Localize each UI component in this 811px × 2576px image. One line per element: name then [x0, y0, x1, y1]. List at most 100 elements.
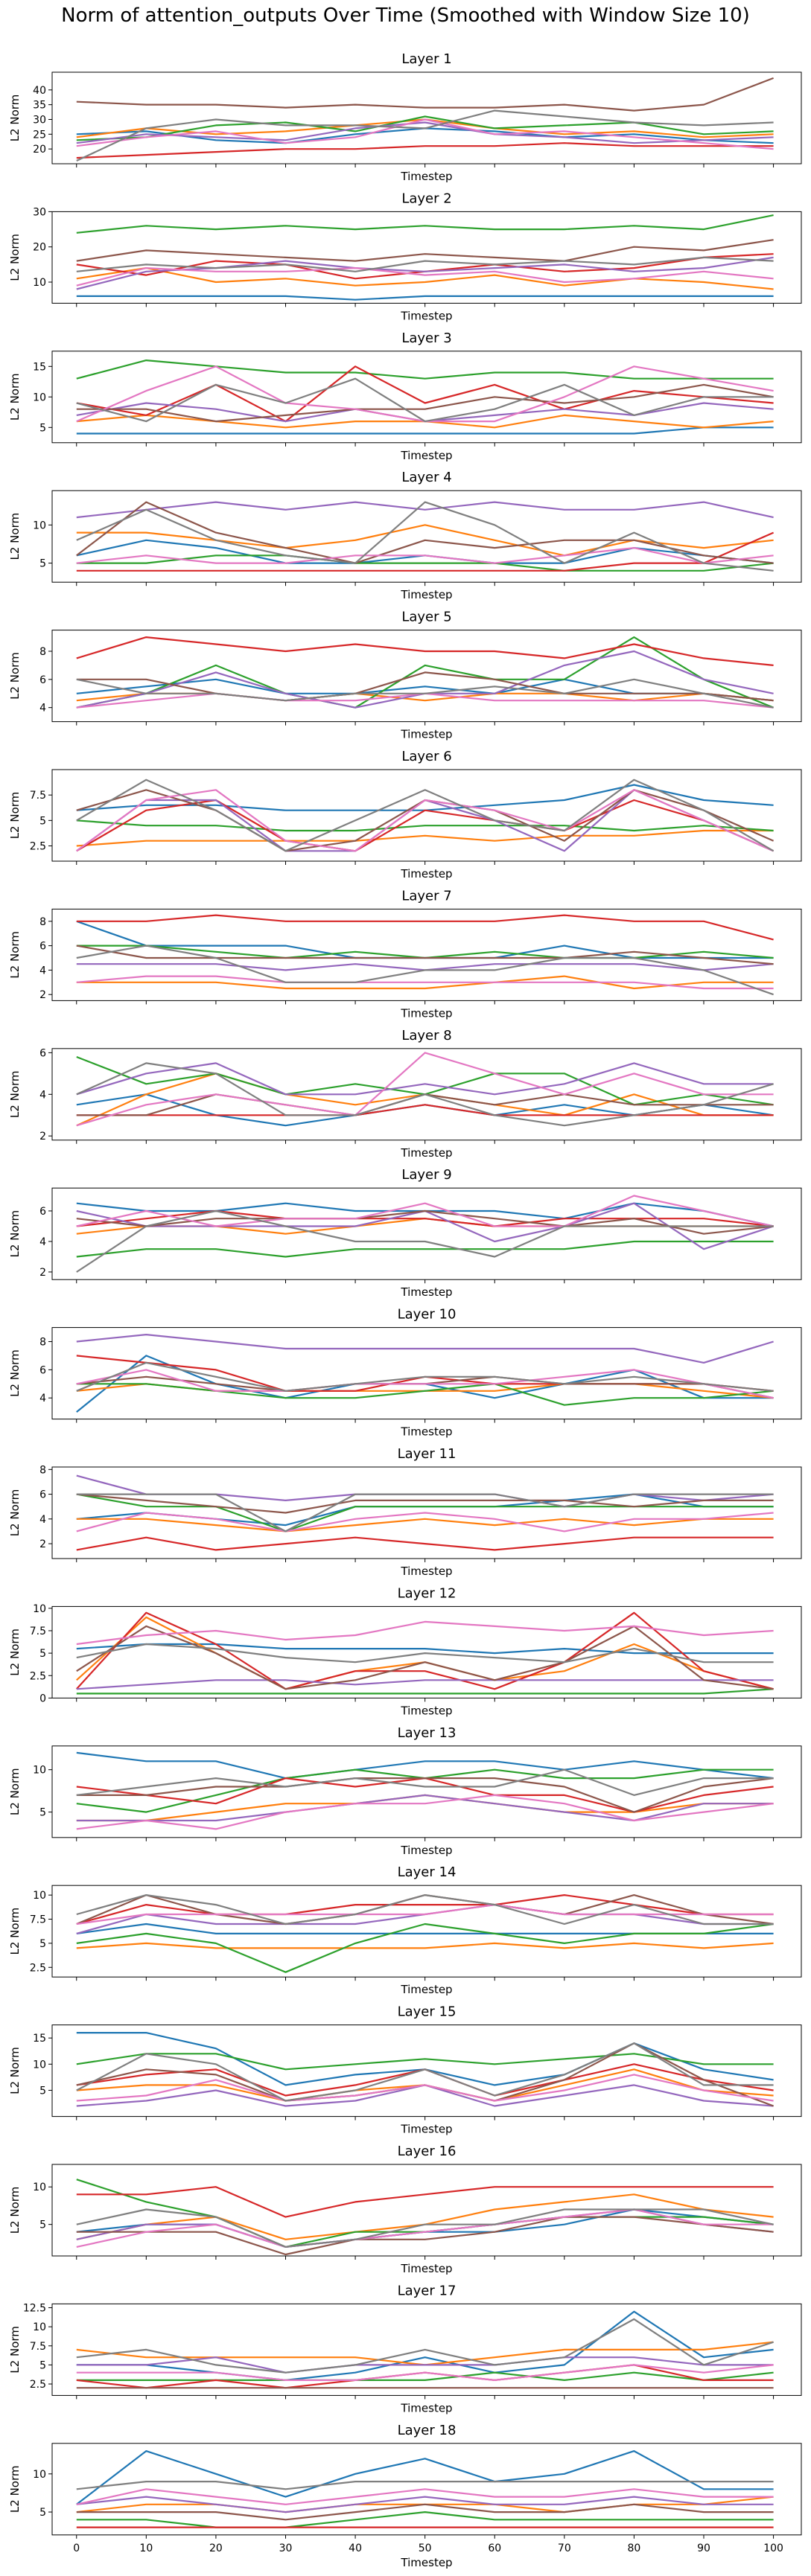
series-line-8: [76, 1894, 774, 1925]
chart-layer-15: Layer 15 L2 Norm Timestep 5 10 15: [8, 2004, 802, 2136]
y-tick-label: 7.5: [30, 1914, 46, 1926]
series-line-8: [76, 2318, 774, 2374]
x-tick-label: 0: [73, 2543, 80, 2554]
plot-frame: [51, 769, 802, 862]
x-axis-label: Timestep: [400, 728, 452, 741]
series-line-7: [76, 267, 774, 287]
series-line-8: [76, 1361, 774, 1392]
series-line-3: [76, 819, 774, 832]
x-tick-label: 50: [419, 2543, 432, 2554]
series-line-5: [76, 2496, 774, 2513]
series-line-4: [76, 365, 774, 423]
y-tick-label: 12.5: [23, 2303, 46, 2315]
y-tick-label: 10: [33, 2469, 46, 2481]
series-line-8: [76, 1493, 774, 1533]
chart-layer-4: Layer 4 L2 Norm Timestep 5 10: [8, 470, 802, 601]
series-line-8: [76, 256, 774, 272]
series-line-6: [76, 383, 774, 423]
chart-layer-10: Layer 10 L2 Norm Timestep 4 6 8: [8, 1307, 802, 1439]
chart-layer-17: Layer 17 L2 Norm Timestep 2.5 5 7.5 10 12.5: [8, 2283, 802, 2414]
series-line-7: [76, 2074, 774, 2102]
series-line-7: [76, 1195, 774, 1227]
series-line-7: [76, 1794, 774, 1830]
series-line-4: [76, 636, 774, 666]
x-tick-label: 40: [349, 2543, 362, 2554]
series-line-5: [76, 121, 774, 144]
plot-frame: [51, 211, 802, 304]
x-axis-label: Timestep: [400, 1425, 452, 1439]
y-axis-label: L2 Norm: [8, 513, 22, 560]
series-line-3: [76, 359, 774, 380]
y-tick-label: 20: [33, 242, 46, 254]
chart-layer-5: Layer 5 L2 Norm Timestep 4 6 8: [8, 610, 802, 741]
y-tick-label: 30: [33, 206, 46, 218]
chart-title: Layer 6: [401, 749, 451, 764]
x-axis-label: Timestep: [400, 588, 452, 601]
y-axis-label: L2 Norm: [8, 1489, 22, 1537]
y-tick-label: 6: [39, 1489, 46, 1501]
chart-layer-12: Layer 12 L2 Norm Timestep 0 2.5 5 7.5 10: [8, 1585, 802, 1717]
plot-frame: [51, 1466, 802, 1559]
series-line-6: [76, 671, 774, 702]
y-tick-label: 4: [39, 1393, 46, 1404]
series-line-6: [76, 1777, 774, 1813]
series-line-1: [76, 426, 774, 435]
series-line-3: [76, 2371, 774, 2381]
x-tick-label: 80: [627, 2543, 640, 2554]
plot-frame: [51, 630, 802, 723]
y-tick-label: 2.5: [30, 1962, 46, 1974]
x-axis-label: Timestep: [400, 2262, 452, 2275]
x-axis-label: Timestep: [400, 1146, 452, 1160]
series-line-8: [76, 779, 775, 852]
x-axis-label: Timestep: [400, 2123, 452, 2136]
series-line-5: [76, 256, 774, 290]
series-line-8: [76, 1209, 774, 1273]
series-line-4: [75, 1611, 774, 1690]
x-axis-label: Timestep: [400, 1006, 452, 1020]
chart-layer-6: Layer 6 L2 Norm Timestep 2.5 5 7.5: [8, 749, 802, 880]
series-line-3: [76, 2511, 774, 2528]
y-axis-label: L2 Norm: [8, 792, 22, 840]
figure-title: Norm of attention_outputs Over Time (Smo…: [61, 4, 750, 27]
x-axis-label: Timestep: [400, 1844, 452, 1857]
series-line-5: [76, 789, 775, 852]
y-tick-label: 2: [39, 989, 46, 1001]
plot-frame: [51, 2443, 802, 2536]
y-tick-label: 5: [39, 2359, 46, 2371]
plot-frame: [51, 2024, 802, 2118]
series-line-1: [76, 1493, 774, 1527]
chart-layer-3: Layer 3 L2 Norm Timestep 5 10 15: [8, 330, 802, 462]
y-axis-label: L2 Norm: [8, 1629, 22, 1676]
y-tick-label: 2: [39, 1131, 46, 1142]
series-line-6: [76, 1625, 774, 1690]
series-line-6: [76, 77, 774, 112]
series-line-2: [76, 267, 774, 290]
y-tick-label: 10: [33, 391, 46, 403]
chart-title: Layer 17: [398, 2283, 457, 2298]
series-line-2: [76, 975, 774, 990]
series-line-8: [76, 1768, 774, 1796]
x-axis-label: Timestep: [400, 2401, 452, 2414]
series-line-6: [76, 1493, 774, 1514]
series-line-7: [76, 1369, 774, 1399]
y-tick-label: 8: [39, 1337, 46, 1349]
y-tick-label: 5: [39, 1807, 46, 1819]
series-line-8: [76, 678, 774, 709]
y-axis-label: L2 Norm: [8, 2187, 22, 2234]
plot-frame: [51, 1745, 802, 1838]
y-tick-label: 7.5: [30, 1626, 46, 1637]
series-line-8: [76, 109, 774, 162]
chart-title: Layer 11: [398, 1446, 457, 1462]
y-tick-label: 4: [39, 1514, 46, 1526]
series-line-6: [76, 2216, 774, 2256]
series-line-4: [76, 1355, 774, 1392]
y-tick-label: 5: [39, 558, 46, 570]
series-line-7: [76, 546, 774, 564]
series-line-1: [76, 784, 774, 811]
chart-layer-2: Layer 2 L2 Norm Timestep 10 20 30: [8, 191, 802, 322]
y-tick-label: 2: [39, 1538, 46, 1550]
series-line-3: [76, 1688, 774, 1695]
series-line-4: [76, 2186, 774, 2218]
y-tick-label: 7.5: [30, 2341, 46, 2353]
y-tick-label: 4: [39, 703, 46, 715]
